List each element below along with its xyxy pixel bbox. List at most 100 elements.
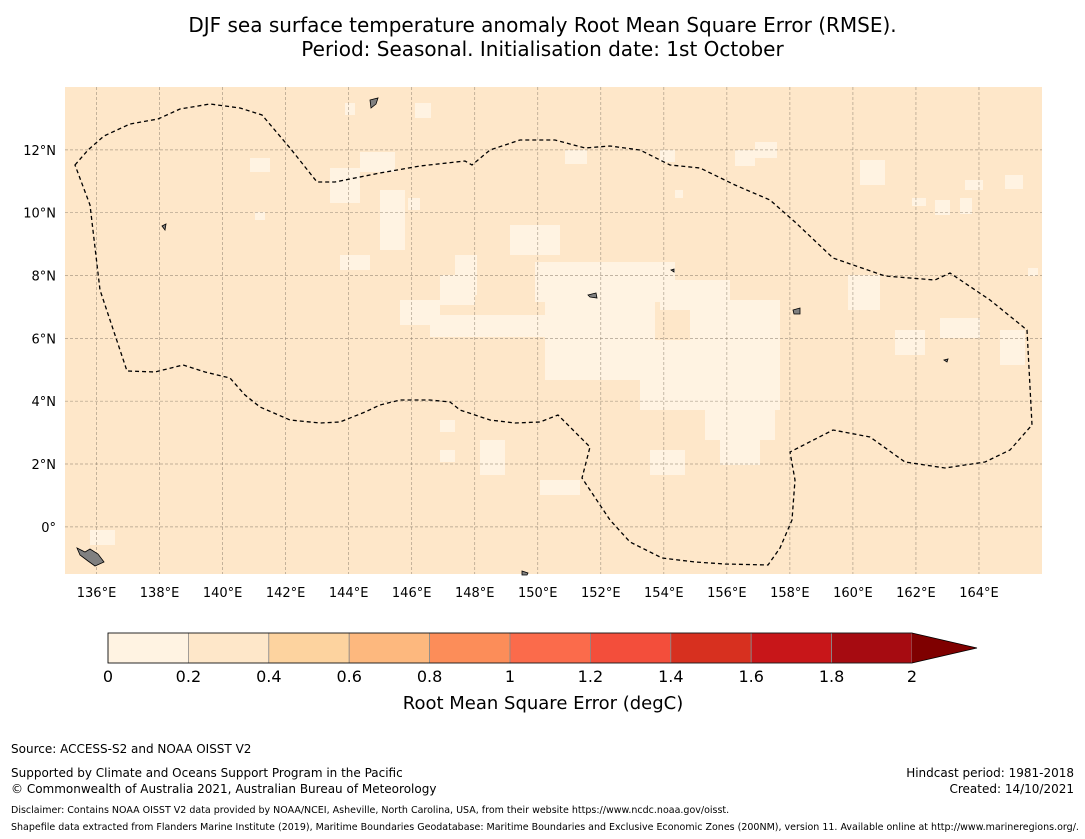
longitude-tick-label: 154°E — [644, 586, 684, 601]
island-pohnpei — [792, 307, 801, 315]
low-error-cell — [510, 225, 560, 255]
disclaimer-text: Disclaimer: Contains NOAA OISST V2 data … — [11, 805, 730, 816]
low-error-cell — [660, 150, 675, 162]
island-ngulu — [161, 223, 167, 231]
colorbar-tick-label: 2 — [907, 667, 917, 686]
low-error-cell — [720, 430, 760, 465]
low-error-cell — [565, 150, 587, 164]
low-error-cell — [330, 168, 360, 203]
colorbar-segment — [268, 632, 350, 664]
low-error-cell — [535, 262, 675, 302]
low-error-cell — [540, 480, 580, 495]
longitude-tick-label: 140°E — [203, 586, 243, 601]
low-error-cell — [860, 160, 885, 185]
low-error-cell — [345, 103, 355, 115]
colorbar-outline — [107, 632, 978, 664]
low-error-cell — [90, 530, 115, 545]
low-error-cell — [340, 255, 370, 270]
colorbar-segment — [107, 632, 189, 664]
island-mokil — [670, 268, 675, 273]
low-error-cell — [440, 450, 455, 462]
low-error-cell — [360, 152, 395, 172]
latitude-tick-label: 8°N — [32, 270, 57, 285]
longitude-tick-label: 146°E — [392, 586, 432, 601]
colorbar-segment — [670, 632, 752, 664]
latitude-tick-label: 6°N — [32, 332, 57, 347]
low-error-cell — [255, 212, 265, 220]
longitude-tick-label: 144°E — [329, 586, 369, 601]
low-error-cell — [545, 300, 655, 380]
copyright-text: © Commonwealth of Australia 2021, Austra… — [11, 782, 437, 796]
longitude-tick-label: 162°E — [896, 586, 936, 601]
low-error-cell — [640, 340, 780, 410]
colorbar-segment — [348, 632, 431, 664]
longitude-tick-label: 136°E — [77, 586, 117, 601]
island-weno — [587, 292, 598, 299]
colorbar-label: Root Mean Square Error (degC) — [403, 693, 684, 714]
low-error-cell — [1000, 330, 1025, 365]
longitude-tick-label: 150°E — [518, 586, 558, 601]
colorbar-tick-label: 0.8 — [417, 667, 442, 686]
low-error-cell — [440, 275, 475, 305]
low-error-cell — [250, 158, 270, 172]
low-error-cell — [965, 180, 983, 190]
colorbar-tick-label: 0.6 — [336, 667, 361, 686]
colorbar-segment — [187, 632, 270, 664]
colorbar-tick-label: 1.2 — [578, 667, 603, 686]
low-error-cell — [650, 450, 685, 475]
latitude-tick-label: 0° — [41, 521, 56, 536]
longitude-tick-labels: 136°E 138°E 140°E 142°E 144°E 146°E 148°E 150°E… — [77, 586, 999, 601]
latitude-tick-label: 4°N — [32, 395, 57, 410]
low-error-cell — [380, 190, 405, 250]
colorbar-tick-label: 0.2 — [176, 667, 201, 686]
colorbar-tick-label: 1.8 — [819, 667, 844, 686]
colorbar-segment — [429, 632, 511, 664]
source-text: Source: ACCESS-S2 and NOAA OISST V2 — [11, 742, 252, 756]
longitude-tick-label: 152°E — [581, 586, 621, 601]
low-error-cell — [675, 190, 683, 198]
low-error-cell — [848, 275, 880, 310]
island-yap — [369, 97, 379, 109]
low-error-cell — [912, 198, 926, 206]
latitude-tick-label: 10°N — [23, 207, 56, 222]
longitude-tick-label: 160°E — [833, 586, 873, 601]
colorbar-tick-label: 0 — [103, 667, 113, 686]
colorbar-tick-label: 1.4 — [658, 667, 683, 686]
map-gridlines — [65, 87, 1042, 574]
colorbar-tick-label: 1.6 — [738, 667, 763, 686]
low-error-cell — [415, 103, 431, 118]
colorbar-tick-label: 0.4 — [256, 667, 281, 686]
longitude-tick-label: 142°E — [266, 586, 306, 601]
low-error-cell — [480, 440, 505, 475]
low-error-cell — [735, 150, 755, 166]
created-date: Created: 14/10/2021 — [949, 782, 1074, 796]
longitude-tick-label: 156°E — [707, 586, 747, 601]
island-palau — [76, 547, 105, 567]
longitude-tick-label: 164°E — [959, 586, 999, 601]
island-kosrae — [943, 358, 949, 363]
colorbar-segment — [509, 632, 591, 664]
hindcast-period: Hindcast period: 1981-2018 — [906, 766, 1074, 780]
island-misc1 — [521, 570, 529, 576]
longitude-tick-label: 158°E — [770, 586, 810, 601]
longitude-tick-label: 148°E — [455, 586, 495, 601]
low-error-cell — [940, 318, 980, 338]
shapefile-text: Shapefile data extracted from Flanders M… — [11, 822, 1079, 833]
colorbar-tick-label: 1 — [505, 667, 515, 686]
low-error-cell — [935, 200, 950, 215]
chart-subtitle: Period: Seasonal. Initialisation date: 1… — [301, 37, 784, 61]
low-error-cell — [430, 315, 550, 337]
islands — [76, 97, 949, 576]
support-text: Supported by Climate and Oceans Support … — [11, 766, 403, 780]
longitude-tick-label: 138°E — [140, 586, 180, 601]
latitude-tick-label: 12°N — [23, 144, 56, 159]
low-error-cell — [1005, 175, 1023, 189]
colorbar: 0 0.2 0.4 0.6 0.8 1 1.2 1.4 1.6 1.8 2 — [103, 632, 978, 686]
low-error-cell — [895, 330, 925, 355]
low-error-cells — [90, 103, 1038, 545]
latitude-tick-labels: 0° 2°N 4°N 6°N 8°N 10°N 12°N — [23, 144, 56, 536]
low-error-cell — [1028, 268, 1038, 276]
low-error-cell — [408, 198, 420, 210]
latitude-tick-label: 2°N — [32, 458, 57, 473]
